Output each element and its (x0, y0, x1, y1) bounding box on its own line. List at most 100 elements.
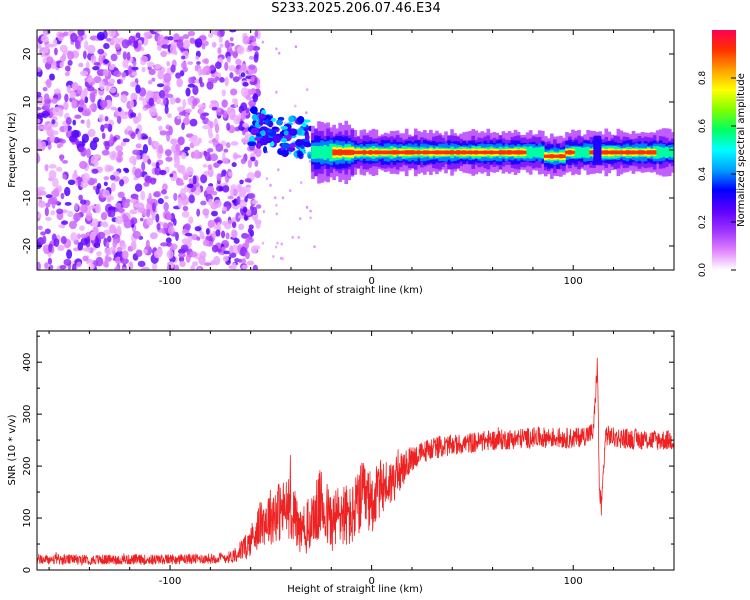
heatmap-cell (147, 91, 154, 97)
chart-title: S233.2025.206.07.46.E34 (271, 1, 441, 16)
colorbar-tick-label: 0.0 (698, 263, 708, 278)
heatmap-cell (43, 30, 48, 38)
heatmap-cell (40, 35, 49, 43)
heatmap-cell (149, 232, 158, 240)
heatmap-cell (225, 142, 231, 149)
heatmap-cell (249, 80, 258, 86)
heatmap-cell (247, 159, 253, 169)
heatmap-cell (142, 98, 147, 107)
heatmap-cell (77, 30, 85, 37)
heatmap-cell (441, 150, 445, 155)
heatmap-cell (71, 99, 77, 109)
heatmap-cell (135, 32, 141, 39)
heatmap-cell (276, 241, 279, 245)
heatmap-cell (76, 85, 83, 95)
heatmap-cell (553, 154, 557, 158)
heatmap-cell (238, 258, 242, 263)
heatmap-cell (231, 221, 237, 229)
heatmap-cell (113, 70, 122, 78)
heatmap-cell (280, 125, 288, 130)
heatmap-cell (134, 183, 143, 192)
heatmap-cell (60, 236, 67, 245)
heatmap-cell (45, 202, 51, 208)
heatmap-cell (79, 199, 87, 205)
heatmap-cell (374, 150, 379, 155)
heatmap-cell (317, 146, 321, 159)
heatmap-cell (556, 154, 560, 158)
heatmap-cell (207, 219, 215, 228)
heatmap-cell (130, 209, 136, 214)
heatmap-cell (80, 233, 88, 239)
heatmap-cell (116, 51, 121, 56)
heatmap-cell (121, 250, 129, 260)
heatmap-cell (108, 30, 116, 38)
heatmap-cell (164, 87, 169, 97)
heatmap-cell (248, 55, 254, 60)
heatmap-cell (450, 150, 454, 155)
heatmap-cell (646, 150, 651, 155)
heatmap-cell (53, 88, 61, 94)
heatmap-cell (61, 220, 69, 225)
colorbar-ticks: 0.0 0.2 0.4 0.6 0.8 (698, 71, 736, 278)
heatmap-cell (103, 58, 109, 65)
heatmap-cell (37, 225, 43, 231)
heatmap-cell (281, 257, 284, 261)
heatmap-cell (180, 188, 186, 198)
heatmap-cell (178, 252, 186, 258)
heatmap-cell (110, 53, 118, 62)
heatmap-cell (131, 71, 138, 77)
heatmap-cell (50, 210, 55, 216)
heatmap-cell (96, 231, 106, 240)
heatmap-cell (253, 53, 259, 63)
heatmap-cell (114, 266, 120, 270)
heatmap-cell (217, 160, 223, 164)
heatmap-cell (57, 244, 65, 252)
heatmap-cell (166, 61, 170, 67)
x-tick-label: -100 (159, 576, 182, 587)
heatmap-cell (186, 183, 194, 189)
heatmap-cell (56, 143, 62, 149)
heatmap-cell (73, 212, 81, 222)
heatmap-cell (147, 80, 153, 85)
heatmap-cell (155, 213, 160, 223)
heatmap-cell (164, 195, 169, 200)
heatmap-cell (229, 30, 237, 33)
heatmap-cell (79, 70, 89, 77)
heatmap-cell (51, 97, 58, 104)
heatmap-cell (661, 147, 666, 157)
heatmap-cell (192, 175, 197, 185)
heatmap-cell (338, 149, 342, 156)
heatmap-cell (489, 150, 494, 155)
heatmap-cell (117, 191, 125, 199)
heatmap-cell (122, 59, 129, 69)
heatmap-cell (101, 132, 106, 140)
heatmap-cell (168, 125, 173, 136)
heatmap-cell (182, 98, 187, 109)
heatmap-cell (176, 77, 183, 88)
y-tick-label: 100 (22, 508, 33, 527)
heatmap-cell (122, 213, 127, 220)
heatmap-cell (622, 150, 627, 155)
heatmap-cell (155, 161, 160, 169)
heatmap-cell (148, 68, 156, 76)
heatmap-cell (130, 112, 137, 118)
heatmap-cell (173, 218, 177, 226)
heatmap-cell (122, 138, 130, 143)
heatmap-cell (329, 143, 333, 162)
heatmap-cell (274, 196, 277, 200)
heatmap-cell (58, 108, 64, 118)
heatmap-cell (156, 223, 161, 231)
heatmap-cell (413, 150, 418, 155)
heatmap-cell (300, 144, 305, 150)
heatmap-cell (80, 119, 85, 124)
heatmap-cell (230, 141, 239, 146)
heatmap-cell (163, 202, 169, 212)
heatmap-cell (44, 262, 49, 270)
heatmap-cell (138, 95, 144, 101)
heatmap-cell (187, 30, 196, 37)
heatmap-cell (115, 145, 123, 152)
heatmap-cell (625, 150, 630, 155)
y-tick-label: -10 (22, 190, 33, 206)
heatmap-cell (486, 150, 491, 155)
heatmap-cell (235, 58, 242, 66)
